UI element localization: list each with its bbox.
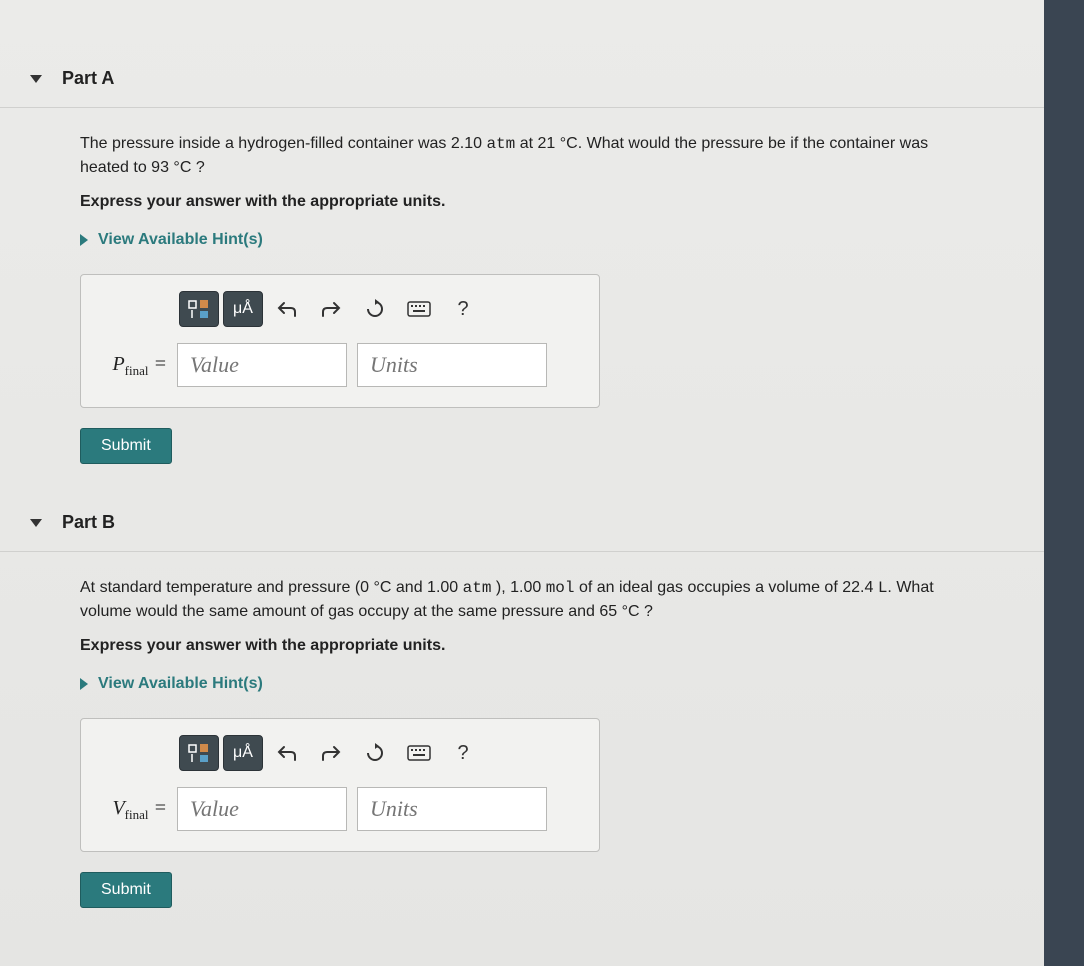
part-a-answer-box: μÅ ? Pfinal = xyxy=(80,274,600,408)
redo-icon[interactable] xyxy=(311,735,351,771)
view-hints-button[interactable]: View Available Hint(s) xyxy=(80,672,964,696)
part-b-instruction: Express your answer with the appropriate… xyxy=(80,634,964,658)
part-a-question: The pressure inside a hydrogen-filled co… xyxy=(80,132,964,180)
hints-label: View Available Hint(s) xyxy=(98,228,263,252)
text: of an ideal gas occupies a volume of 22.… xyxy=(575,579,878,596)
text: at 21 xyxy=(515,135,559,152)
variable-label: Vfinal = xyxy=(97,793,167,825)
var-symbol: P xyxy=(112,353,124,375)
units-input[interactable] xyxy=(357,343,547,387)
text: ? xyxy=(191,159,204,176)
templates-icon[interactable] xyxy=(179,291,219,327)
caret-right-icon xyxy=(80,678,88,690)
part-a-body: The pressure inside a hydrogen-filled co… xyxy=(0,108,1044,494)
part-b-body: At standard temperature and pressure (0 … xyxy=(0,552,1044,938)
undo-icon[interactable] xyxy=(267,291,307,327)
units-input[interactable] xyxy=(357,787,547,831)
toolbar: μÅ ? xyxy=(179,735,583,771)
help-icon[interactable]: ? xyxy=(443,735,483,771)
eq: = xyxy=(149,353,168,375)
reset-icon[interactable] xyxy=(355,291,395,327)
caret-down-icon xyxy=(30,519,42,527)
caret-right-icon xyxy=(80,234,88,246)
var-sub: final xyxy=(125,807,149,822)
reset-icon[interactable] xyxy=(355,735,395,771)
text: ), 1.00 xyxy=(491,579,545,596)
undo-icon[interactable] xyxy=(267,735,307,771)
units-symbols-icon[interactable]: μÅ xyxy=(223,291,263,327)
text: ? xyxy=(640,603,653,620)
text: The pressure inside a hydrogen-filled co… xyxy=(80,135,486,152)
deg-c: °C xyxy=(374,579,392,596)
page-container: Part A The pressure inside a hydrogen-fi… xyxy=(0,0,1084,966)
var-sub: final xyxy=(125,363,149,378)
eq: = xyxy=(149,797,168,819)
part-b-header[interactable]: Part B xyxy=(0,494,1044,552)
view-hints-button[interactable]: View Available Hint(s) xyxy=(80,228,964,252)
value-input[interactable] xyxy=(177,343,347,387)
variable-label: Pfinal = xyxy=(97,349,167,381)
redo-icon[interactable] xyxy=(311,291,351,327)
input-row: Vfinal = xyxy=(97,787,583,831)
top-spacer xyxy=(0,0,1044,50)
unit-L: L xyxy=(878,579,888,597)
unit-atm: atm xyxy=(463,579,492,597)
text: At standard temperature and pressure (0 xyxy=(80,579,374,596)
part-a-title: Part A xyxy=(62,68,114,89)
keyboard-icon[interactable] xyxy=(399,735,439,771)
deg-c: °C xyxy=(560,135,578,152)
submit-button[interactable]: Submit xyxy=(80,428,172,464)
text: and 1.00 xyxy=(391,579,462,596)
part-a-instruction: Express your answer with the appropriate… xyxy=(80,190,964,214)
input-row: Pfinal = xyxy=(97,343,583,387)
unit-atm: atm xyxy=(486,135,515,153)
part-b-title: Part B xyxy=(62,512,115,533)
hints-label: View Available Hint(s) xyxy=(98,672,263,696)
help-icon[interactable]: ? xyxy=(443,291,483,327)
deg-c: °C xyxy=(622,603,640,620)
var-symbol: V xyxy=(112,797,124,819)
submit-button[interactable]: Submit xyxy=(80,872,172,908)
part-b-answer-box: μÅ ? Vfinal = xyxy=(80,718,600,852)
keyboard-icon[interactable] xyxy=(399,291,439,327)
part-b-question: At standard temperature and pressure (0 … xyxy=(80,576,964,624)
deg-c: °C xyxy=(173,159,191,176)
templates-icon[interactable] xyxy=(179,735,219,771)
unit-mol: mol xyxy=(546,579,575,597)
caret-down-icon xyxy=(30,75,42,83)
value-input[interactable] xyxy=(177,787,347,831)
units-symbols-icon[interactable]: μÅ xyxy=(223,735,263,771)
toolbar: μÅ ? xyxy=(179,291,583,327)
part-a-header[interactable]: Part A xyxy=(0,50,1044,108)
